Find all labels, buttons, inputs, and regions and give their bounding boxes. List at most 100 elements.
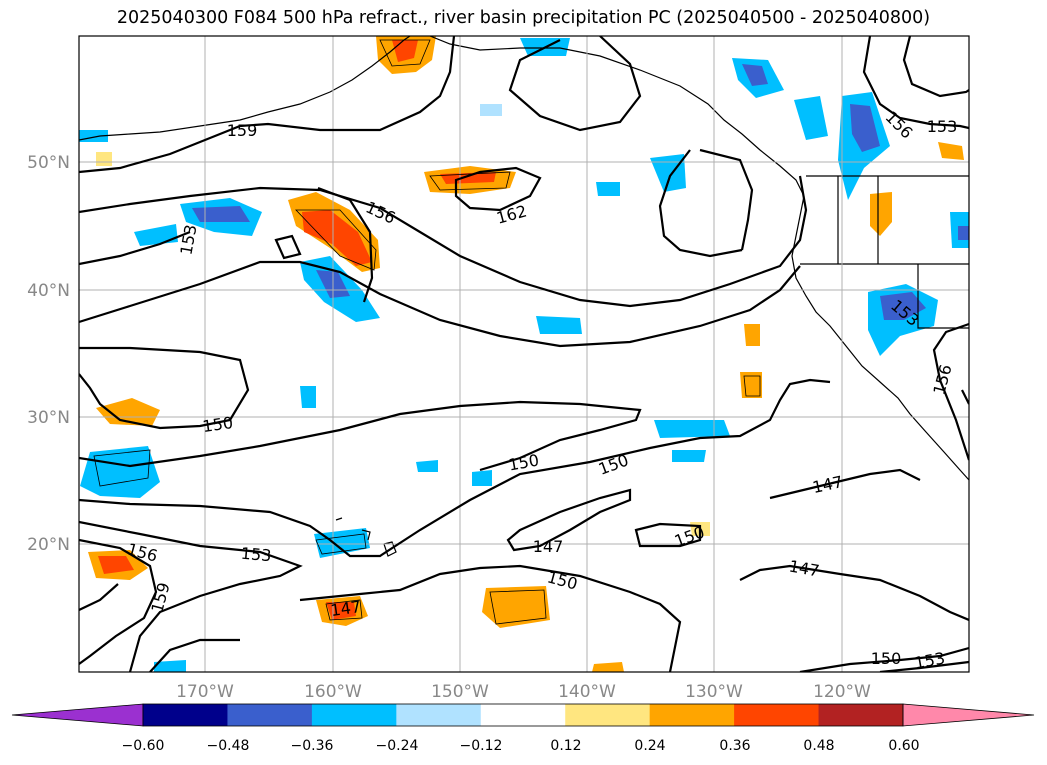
- contour-line: [79, 36, 456, 174]
- precip-positive-area: [98, 556, 134, 574]
- colorbar-segments: [11, 703, 1035, 727]
- contour-line: [862, 36, 969, 130]
- precip-negative-area: [742, 64, 768, 86]
- contour-line: [699, 148, 754, 251]
- lon-label: 130°W: [685, 682, 743, 702]
- contour-line: [799, 646, 969, 672]
- colorbar-tick-label: −0.36: [291, 738, 334, 754]
- contour-line: [902, 36, 969, 98]
- map-frame: [78, 35, 970, 673]
- colorbar-frame: [142, 703, 904, 727]
- precip-positive-area: [870, 192, 892, 236]
- precip-negative-area: [672, 450, 706, 462]
- colorbar-segment: [818, 704, 904, 726]
- refractivity-contours: [79, 36, 969, 672]
- colorbar-segment: [734, 704, 820, 726]
- precip-positive-area: [938, 142, 964, 160]
- precip-negative-area: [880, 292, 926, 320]
- contour-line: [79, 230, 191, 266]
- colorbar-segment: [565, 704, 651, 726]
- contour-line: [634, 522, 702, 548]
- contour-label: 153: [240, 544, 272, 566]
- precip-negative-area: [596, 182, 620, 196]
- contour-line: [879, 660, 969, 672]
- precip-positive-area: [744, 324, 760, 346]
- contour-label: 159: [227, 121, 258, 140]
- precip-negative-area: [850, 104, 880, 152]
- contour-line: [79, 260, 801, 348]
- contour-label: 147: [533, 537, 564, 556]
- contour-line: [506, 488, 632, 552]
- lon-label: 120°W: [813, 682, 871, 702]
- colorbar-extend-high: [902, 703, 1035, 727]
- precip-negative-area: [650, 154, 686, 192]
- contour-label: 153: [927, 117, 958, 136]
- lon-label: 170°W: [176, 682, 234, 702]
- precip-positive-area: [592, 662, 624, 672]
- contour-line: [79, 346, 250, 430]
- colorbar-tick-label: 0.24: [634, 738, 665, 754]
- colorbar-tick-label: −0.48: [207, 738, 250, 754]
- lon-label: 140°W: [558, 682, 616, 702]
- coastline-gulf-of-alaska: [429, 36, 805, 197]
- contour-line: [79, 538, 158, 665]
- contour-line: [961, 389, 969, 405]
- contour-line: [149, 638, 240, 672]
- colorbar-ticks: −0.60 −0.48 −0.36 −0.24 −0.12 0.12 0.24 …: [122, 738, 920, 754]
- lat-label: 50°N: [27, 153, 70, 173]
- state-border: [917, 264, 969, 329]
- colorbar-tick-label: 0.60: [888, 738, 919, 754]
- contour-label: 147: [329, 597, 362, 620]
- colorbar-segment: [396, 704, 482, 726]
- precip-positive-area: [482, 586, 550, 628]
- colorbar-extend-low: [11, 703, 144, 727]
- contour-line: [769, 468, 921, 500]
- lat-label: 40°N: [27, 281, 70, 301]
- contour-line: [79, 378, 831, 558]
- lat-label: 20°N: [27, 535, 70, 555]
- colorbar-segment: [649, 704, 735, 726]
- contour-line: [79, 400, 642, 472]
- colorbar-segment: [311, 704, 397, 726]
- lat-label: 30°N: [27, 408, 70, 428]
- precip-negative-area: [794, 96, 828, 140]
- lon-label: 160°W: [304, 682, 362, 702]
- colorbar-tick-label: 0.12: [550, 738, 581, 754]
- precip-positive-area: [96, 152, 112, 166]
- precip-positive-area: [302, 210, 372, 266]
- precip-negative-area: [154, 660, 186, 672]
- colorbar-tick-label: 0.48: [803, 738, 834, 754]
- contour-line: [932, 322, 969, 461]
- map-title: 2025040300 F084 500 hPa refract., river …: [116, 8, 931, 28]
- contour-line: [454, 166, 542, 212]
- contour-line: [658, 149, 743, 258]
- contour-line: [508, 36, 642, 132]
- colorbar-tick-label: −0.12: [460, 738, 503, 754]
- precip-negative-area: [300, 386, 316, 408]
- lon-label: 150°W: [431, 682, 489, 702]
- contour-label: 150: [871, 649, 902, 668]
- contour-line: [739, 564, 969, 622]
- latitude-labels: 50°N 40°N 30°N 20°N: [27, 153, 70, 555]
- contour-label: 153: [913, 649, 946, 673]
- contour-line: [79, 583, 119, 611]
- colorbar-segment: [480, 704, 566, 726]
- precip-negative-area: [192, 206, 250, 222]
- precip-negative-area: [416, 460, 438, 472]
- shading-outlines: [93, 39, 761, 625]
- precip-negative-area: [472, 470, 492, 486]
- contour-line: [79, 520, 303, 672]
- precip-negative-area: [314, 528, 370, 558]
- colorbar-tick-label: −0.60: [122, 738, 165, 754]
- contour-line: [274, 234, 302, 260]
- colorbar-segment: [227, 704, 313, 726]
- colorbar-tick-label: −0.24: [376, 738, 419, 754]
- contour-line: [299, 564, 682, 672]
- coastlines: [79, 36, 969, 557]
- precip-shading: [79, 36, 969, 672]
- precip-negative-area: [536, 316, 582, 334]
- longitude-labels: 170°W 160°W 150°W 140°W 130°W 120°W: [176, 682, 871, 702]
- contour-line: [79, 175, 808, 308]
- precip-positive-area: [96, 398, 160, 426]
